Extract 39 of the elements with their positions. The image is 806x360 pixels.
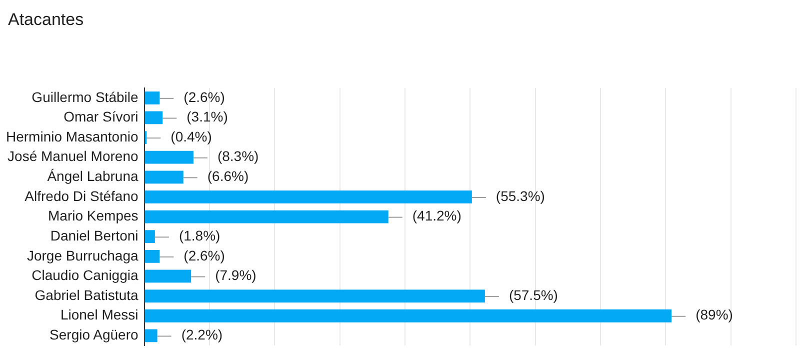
y-tick-label: Guillermo Stábile [32,88,138,105]
data-label: (3.1%) [186,108,228,125]
bar [144,210,388,224]
data-label: (55.3%) [496,188,545,204]
bar [144,290,485,302]
y-tick-label: Jorge Burruchaga [26,247,138,264]
data-label: (2.6%) [184,247,225,264]
bar [144,150,194,164]
bar [144,230,155,244]
bar [144,329,158,342]
y-tick-label: Herminio Masantonio [6,128,138,144]
y-tick-label: José Manuel Moreno [8,148,138,164]
y-tick-label: Gabriel Batistuta [34,286,138,303]
y-tick-label: Omar Sívori [64,108,138,125]
data-label: (1.8%) [178,227,220,244]
data-label: (41.2%) [412,208,462,224]
y-tick-label: Mario Kempes [48,208,138,224]
y-tick-label: Claudio Caniggia [32,267,138,284]
y-tick-label: Sergio Agüero [50,326,138,343]
bar [144,270,192,283]
bar [144,91,160,104]
bar [144,250,160,263]
data-label: (7.9%) [215,267,256,284]
bar [144,309,672,322]
y-tick-label: Daniel Bertoni [50,227,138,244]
data-label: (8.3%) [217,148,259,164]
y-tick-label: Ángel Labruna [47,168,138,184]
data-label: (57.5%) [508,286,558,303]
data-label: (6.6%) [207,168,249,184]
bar [144,190,472,204]
y-tick-label: Alfredo Di Stéfano [24,188,138,204]
chart-title: Atacantes [8,10,84,30]
bar [144,170,184,184]
data-label: (2.2%) [181,326,223,343]
bar [144,111,163,124]
data-label: (0.4%) [170,128,212,144]
data-label: (89%) [696,306,733,323]
data-label: (2.6%) [184,88,225,105]
y-tick-label: Lionel Messi [60,306,138,323]
